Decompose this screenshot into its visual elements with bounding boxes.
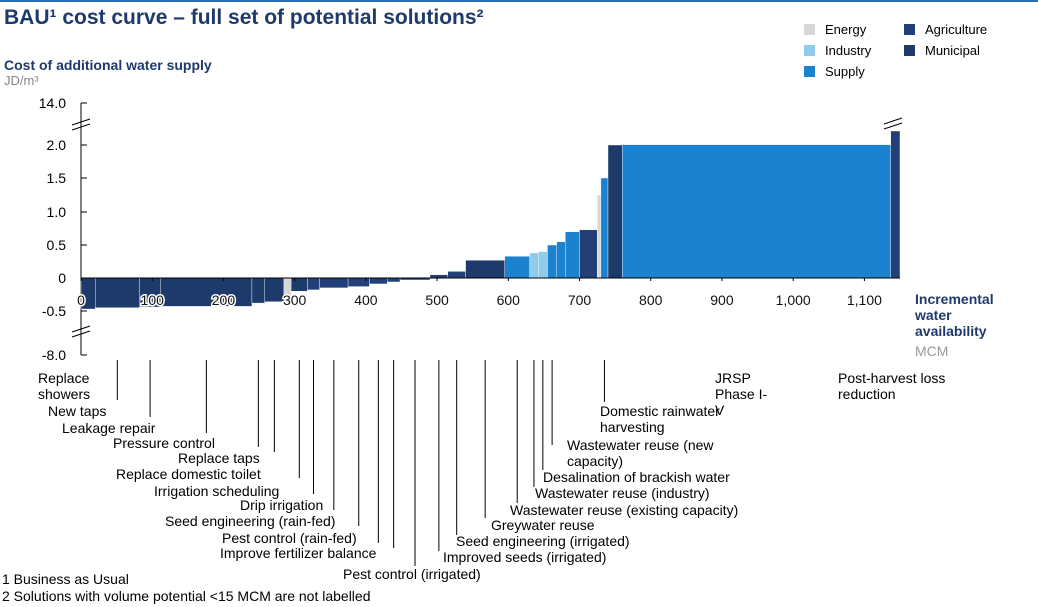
bar (600, 177, 609, 279)
y-axis-title: Cost of additional water supply (4, 57, 212, 73)
x-tick-label: 200 (212, 292, 236, 308)
axis-break (883, 117, 903, 125)
x-tick-label: 700 (568, 292, 592, 308)
bar (264, 277, 285, 302)
bar (160, 277, 253, 307)
bar (538, 251, 548, 279)
x-tick-label: 600 (497, 292, 521, 308)
x-tick-label: 900 (710, 292, 734, 308)
legend-label: Energy (825, 22, 867, 37)
bar (565, 231, 580, 279)
bar-label: Wastewater reuse (new capacity) (567, 437, 714, 469)
y-tick-label: 2.0 (47, 137, 67, 153)
bar (547, 244, 557, 279)
x-tick-label: 800 (639, 292, 663, 308)
bar-label: Desalination of brackish water (543, 469, 730, 485)
y-tick-label: 1.0 (47, 204, 67, 220)
bar-label: Replace showers (38, 370, 91, 402)
x-tick-label: 1,100 (847, 292, 882, 308)
bar-label: Pressure control (113, 435, 215, 451)
y-tick-label: 0.5 (47, 237, 67, 253)
bar (369, 277, 388, 285)
bar (890, 130, 901, 279)
bar-label: Greywater reuse (491, 517, 595, 533)
x-tick-label: 1,000 (776, 292, 811, 308)
bar-label: Replace taps (178, 450, 260, 466)
legend-swatch (804, 24, 815, 35)
y-tick-label: -0.5 (42, 303, 66, 319)
footnote: 1 Business as Usual (2, 571, 129, 587)
bar (387, 277, 401, 283)
bar-label: Seed engineering (rain-fed) (165, 513, 336, 529)
footnote: 2 Solutions with volume potential <15 MC… (2, 588, 371, 604)
bar (95, 277, 140, 308)
y-tick-label: 1.5 (47, 170, 67, 186)
x-tick-label: 500 (425, 292, 449, 308)
bar (556, 241, 566, 279)
axis-break (71, 118, 91, 126)
legend-label: Agriculture (925, 22, 987, 37)
x-axis-title: Incremental water availability (915, 291, 994, 339)
bar (319, 277, 349, 289)
bar (447, 271, 466, 279)
bar-label: Post-harvest loss reduction (838, 370, 946, 402)
y-axis-unit: JD/m³ (4, 73, 39, 88)
bar-label: Replace domestic toilet (116, 466, 261, 482)
legend-label: Supply (825, 64, 865, 79)
x-axis-unit: MCM (915, 343, 949, 359)
bar-label: Drip irrigation (240, 497, 324, 513)
bar-label: Domestic rainwater harvesting (600, 403, 720, 435)
bar (597, 194, 602, 279)
bar-label: Wastewater reuse (industry) (535, 485, 710, 501)
chart-title: BAU¹ cost curve – full set of potential … (4, 6, 484, 29)
bar (465, 259, 505, 279)
legend-label: Industry (825, 43, 872, 58)
bar-label: JRSP Phase I-V (715, 370, 768, 418)
y-tick-label: 0 (58, 270, 66, 286)
bar-label: Seed engineering (irrigated) (456, 533, 630, 549)
legend-label: Municipal (925, 43, 980, 58)
bar-label: Wastewater reuse (existing capacity) (510, 502, 739, 518)
axis-break (71, 325, 91, 333)
bar (529, 252, 539, 279)
bar-label: Improved seeds (irrigated) (443, 549, 607, 565)
y-tick-label: -8.0 (42, 347, 66, 363)
x-tick-label: 300 (283, 292, 307, 308)
legend-swatch (904, 45, 915, 56)
bar (622, 144, 891, 279)
bar (579, 229, 598, 279)
bar (504, 256, 530, 279)
axis-break (71, 330, 91, 338)
legend-swatch (804, 45, 815, 56)
bar (290, 277, 308, 292)
bar-label: Irrigation scheduling (154, 483, 280, 499)
bar-label: Pest control (irrigated) (343, 566, 481, 582)
legend-swatch (904, 24, 915, 35)
bar (607, 144, 623, 279)
axis-break (883, 122, 903, 130)
bar-label: Pest control (rain-fed) (222, 530, 357, 546)
bar-label: Leakage repair (62, 420, 156, 436)
x-tick-label: 400 (354, 292, 378, 308)
x-tick-label: 100 (141, 292, 165, 308)
bar-label: New taps (48, 403, 107, 419)
bar (251, 277, 265, 304)
axis-break (71, 123, 91, 131)
x-tick-label: 0 (77, 292, 85, 308)
y-tick-label: 14.0 (39, 95, 66, 111)
bar (307, 277, 320, 291)
legend-swatch (804, 66, 815, 77)
bar-label: Improve fertilizer balance (220, 545, 377, 561)
